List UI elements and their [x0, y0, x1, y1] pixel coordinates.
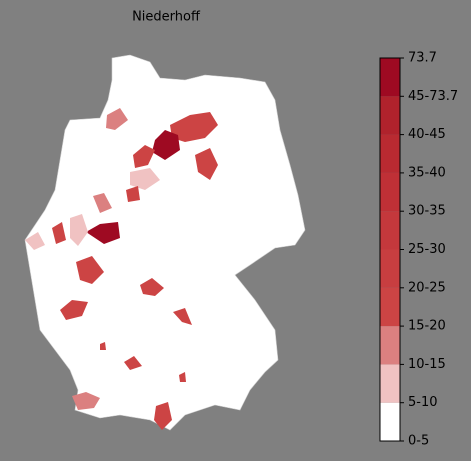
colorbar-label: 10-15	[408, 357, 446, 372]
region	[126, 186, 140, 202]
colorbar-label: 30-35	[408, 204, 446, 219]
region	[25, 232, 45, 250]
colorbar-segment	[380, 402, 400, 441]
region	[124, 356, 142, 370]
region	[100, 342, 106, 350]
colorbar-label: 15-20	[408, 319, 446, 334]
region	[52, 222, 66, 244]
colorbar-label: 25-30	[408, 242, 446, 257]
region	[130, 168, 160, 190]
region	[70, 214, 88, 246]
colorbar-segment	[380, 211, 400, 250]
colorbar-label: 45-73.7	[408, 89, 458, 104]
region	[60, 300, 88, 320]
region	[72, 392, 100, 410]
colorbar-label: 35-40	[408, 165, 446, 180]
colorbar-segment	[380, 326, 400, 365]
colorbar-segment	[380, 249, 400, 288]
colorbar-segment	[380, 134, 400, 173]
colorbar: 0-5 5-10 10-15 15-20 20-25 25-30 30-35 35-40 40-…	[379, 51, 458, 449]
region	[152, 130, 180, 160]
colorbar-segment	[380, 172, 400, 212]
region	[179, 372, 186, 382]
region	[133, 145, 155, 168]
region	[86, 222, 120, 244]
colorbar-segment	[380, 58, 400, 97]
colorbar-segment	[380, 364, 400, 403]
region	[195, 148, 218, 180]
map-title: Niederhoff	[132, 10, 201, 25]
region-patches	[25, 108, 218, 430]
colorbar-label: 5-10	[408, 395, 438, 410]
colorbar-label: 20-25	[408, 280, 446, 295]
region	[106, 108, 128, 130]
region	[140, 278, 164, 296]
colorbar-segment	[380, 96, 400, 135]
colorbar-label: 0-5	[408, 434, 429, 449]
region	[170, 112, 218, 142]
germany-map	[24, 54, 306, 431]
region	[154, 402, 172, 430]
region	[173, 308, 192, 325]
country-outline	[24, 54, 306, 431]
colorbar-label: 73.7	[408, 51, 437, 66]
colorbar-segment	[380, 287, 400, 327]
colorbar-label: 40-45	[408, 127, 446, 142]
region	[76, 256, 104, 284]
region	[93, 193, 112, 213]
